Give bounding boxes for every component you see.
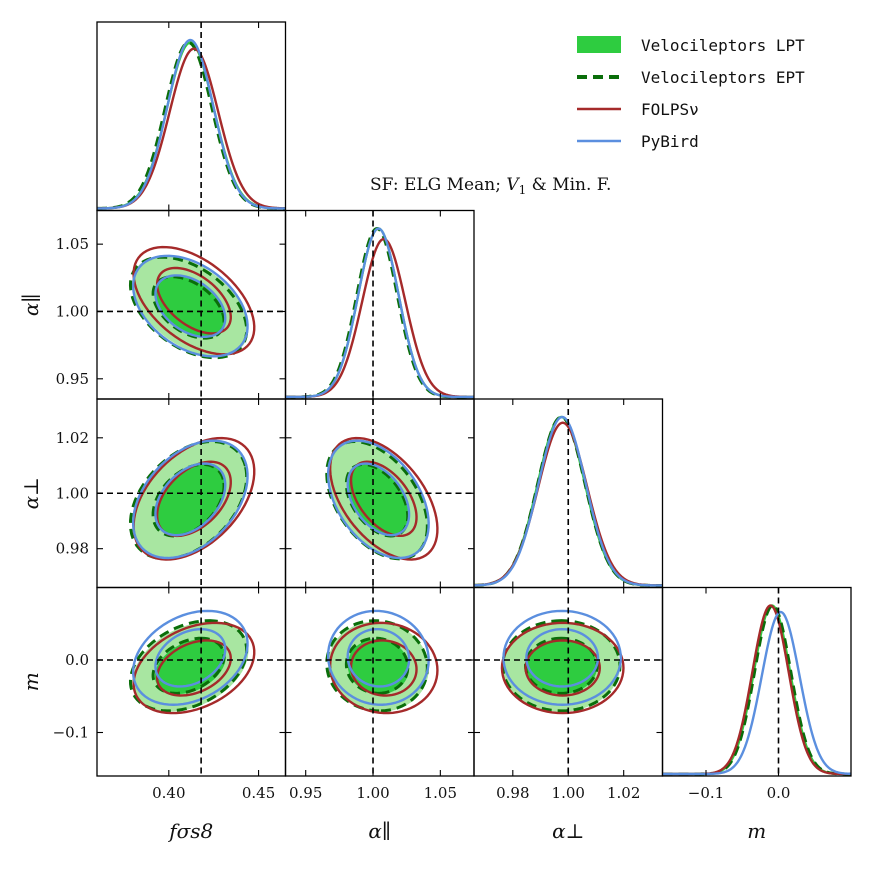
- y-axis-label-aperp: α⊥: [19, 477, 43, 509]
- panel-fs8-fs8: [96, 21, 287, 212]
- marginal-apar-series-3: [285, 227, 474, 399]
- contour-aperp-m-series-2-level-1: [500, 621, 625, 715]
- contour-apar-aperp-series-0-level-2: [347, 464, 410, 536]
- contour-aperp-m-series-3-level-1: [502, 609, 623, 706]
- y-axis-label-m: m: [19, 672, 43, 691]
- legend-label-1: Velocileptors EPT: [641, 68, 805, 87]
- marginal-fs8-series-3: [97, 38, 286, 210]
- x-tick-label-fs8: 0.40: [152, 784, 185, 802]
- y-tick-label-apar: 0.95: [56, 370, 89, 388]
- y-tick-label-aperp: 1.00: [56, 484, 89, 502]
- x-axis-label-m: m: [747, 819, 766, 843]
- marginal-apar-series-2: [285, 237, 474, 399]
- contour-apar-aperp-series-3-level-2: [346, 462, 411, 537]
- x-tick-label-fs8: 0.45: [242, 784, 275, 802]
- panel-m-aperp: [473, 586, 664, 777]
- x-axis-label-aperp: α⊥: [552, 819, 584, 843]
- legend: Velocileptors LPT Velocileptors EPT FOLPSν…: [577, 36, 805, 151]
- panel-m-fs8: [96, 586, 287, 777]
- x-axis-label-apar: α∥: [368, 819, 391, 843]
- x-tick-label-aperp: 1.02: [607, 784, 640, 802]
- x-tick-label-m: −0.1: [688, 784, 724, 802]
- contour-fs8-apar-series-3-level-1: [131, 254, 249, 358]
- contour-fs8-apar-series-2-level-1: [132, 245, 256, 356]
- x-tick-label-aperp: 0.98: [496, 784, 529, 802]
- contour-apar-m-series-2-level-1: [328, 621, 439, 715]
- contour-apar-aperp-series-3-level-1: [326, 439, 430, 560]
- marginal-fs8-series-2: [97, 47, 286, 210]
- x-tick-label-apar: 0.95: [289, 784, 322, 802]
- y-axis-label-apar: α∥: [19, 293, 43, 316]
- marginal-apar-series-1: [285, 226, 474, 399]
- annotation-text: SF: ELG Mean; V1 & Min. F.: [370, 175, 611, 197]
- panel-frame: [284, 209, 475, 400]
- legend-label-3: PyBird: [641, 132, 699, 151]
- contour-aperp-m-series-2-level-2: [524, 639, 601, 697]
- contour-aperp-m-series-0-level-2: [525, 638, 598, 695]
- contour-fs8-apar-series-3-level-2: [154, 274, 227, 338]
- y-tick-label-apar: 1.00: [56, 302, 89, 320]
- legend-label-0: Velocileptors LPT: [641, 36, 805, 55]
- panel-aperp-apar: [284, 398, 475, 589]
- x-tick-label-apar: 1.05: [424, 784, 457, 802]
- marginal-fs8-series-1: [97, 41, 286, 210]
- contour-aperp-m-series-3-level-2: [525, 627, 600, 688]
- x-tick-label-apar: 1.00: [356, 784, 389, 802]
- y-tick-label-apar: 1.05: [56, 235, 89, 253]
- panel-m-apar: [284, 586, 475, 777]
- x-tick-label-m: 0.0: [767, 784, 791, 802]
- marginal-m-series-1: [662, 604, 851, 776]
- marginal-m-series-3: [662, 610, 851, 776]
- marginal-apar-series-0: [285, 227, 474, 399]
- panel-aperp-fs8: [96, 398, 287, 589]
- x-axis-label-fs8: fσs8: [167, 819, 213, 843]
- contour-fs8-m-series-3-level-1: [131, 609, 249, 706]
- contour-fs8-apar-series-2-level-2: [155, 266, 232, 335]
- panel-frame: [661, 586, 852, 777]
- marginal-m-series-2: [662, 604, 851, 776]
- contour-apar-m-series-1-level-2: [344, 636, 410, 695]
- panel-apar-fs8: [96, 209, 287, 400]
- contour-fs8-m-series-2-level-2: [155, 639, 232, 697]
- contour-fs8-m-series-2-level-1: [132, 621, 256, 715]
- contour-fs8-aperp-series-3-level-1: [131, 439, 249, 560]
- axes: 0.40 0.45 fσs8 0.95 1.00 1.05 α∥ 0.98 1.00 1.02 α⊥…: [19, 235, 790, 843]
- contour-apar-m-series-0-level-2: [347, 638, 410, 695]
- legend-label-2: FOLPSν: [641, 100, 699, 119]
- contour-fs8-m-series-3-level-2: [154, 627, 227, 688]
- y-tick-label-aperp: 1.02: [56, 429, 89, 447]
- y-tick-label-m: −0.1: [53, 724, 89, 742]
- marginal-fs8-series-0: [97, 41, 286, 210]
- contour-apar-m-series-2-level-2: [349, 639, 418, 697]
- y-tick-label-m: 0.0: [65, 651, 89, 669]
- panel-m-m: [661, 586, 852, 777]
- panel-aperp-aperp: [473, 398, 664, 589]
- contour-apar-m-series-3-level-2: [346, 627, 411, 688]
- marginal-m-series-0: [662, 604, 851, 776]
- contour-apar-m-series-3-level-1: [326, 609, 430, 706]
- y-tick-label-aperp: 0.98: [56, 540, 89, 558]
- legend-swatch-0: [577, 36, 621, 53]
- x-tick-label-aperp: 1.00: [552, 784, 585, 802]
- panel-apar-apar: [284, 209, 475, 400]
